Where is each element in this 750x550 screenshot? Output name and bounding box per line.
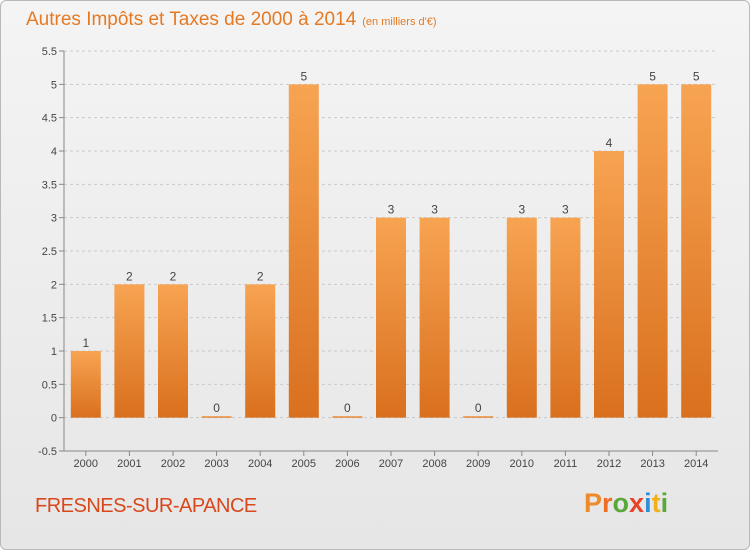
x-tick-label: 2004 [248, 458, 272, 470]
chart-title: Autres Impôts et Taxes de 2000 à 2014 (en… [26, 9, 437, 31]
data-label-2011: 3 [562, 203, 569, 217]
data-label-2002: 2 [170, 269, 177, 283]
x-tick-label: 2013 [640, 458, 664, 470]
logo-letter: t [651, 488, 661, 518]
bar-2012 [594, 151, 624, 418]
y-tick-label: 5 [51, 79, 57, 91]
data-label-2010: 3 [518, 203, 525, 217]
y-tick-label: 2 [51, 279, 57, 291]
bar-2013 [637, 84, 668, 418]
chart-title-text: Autres Impôts et Taxes de 2000 à 2014 [26, 9, 357, 30]
x-tick-label: 2001 [117, 458, 141, 470]
y-tick-label: 5.5 [42, 46, 57, 58]
bar-2004 [245, 284, 276, 418]
bar-2006 [332, 416, 363, 418]
logo-letter: r [602, 488, 613, 518]
data-label-2012: 4 [606, 136, 613, 150]
x-tick-label: 2000 [74, 458, 98, 470]
x-tick-label: 2007 [379, 458, 403, 470]
logo-letter: i [644, 488, 652, 518]
logo-letter: P [584, 488, 603, 518]
x-tick-label: 2008 [422, 458, 446, 470]
x-tick-label: 2011 [554, 458, 578, 470]
y-tick-label: 3 [51, 213, 57, 225]
bar-2005 [288, 84, 319, 418]
data-label-2000: 1 [82, 336, 89, 350]
bar-2002 [158, 284, 188, 418]
data-label-2007: 3 [388, 203, 395, 217]
data-label-2009: 0 [475, 401, 482, 415]
bar-2001 [114, 284, 145, 418]
bar-2000 [70, 351, 101, 418]
y-tick-label: 0 [51, 413, 57, 425]
y-tick-label: -0.5 [38, 446, 57, 458]
proxiti-logo[interactable]: Proxiti [584, 488, 668, 519]
data-label-2003: 0 [213, 401, 220, 415]
bar-2007 [376, 217, 406, 418]
x-tick-label: 2014 [684, 458, 708, 470]
bar-2003 [201, 416, 232, 418]
logo-letter: x [629, 488, 645, 518]
y-tick-label: 0.5 [42, 379, 57, 391]
x-tick-label: 2005 [292, 458, 316, 470]
logo-letter: o [612, 488, 630, 518]
x-tick-label: 2010 [510, 458, 534, 470]
data-label-2006: 0 [344, 401, 351, 415]
data-label-2005: 5 [300, 69, 307, 83]
x-tick-label: 2006 [335, 458, 359, 470]
commune-name: FRESNES-SUR-APANCE [35, 495, 257, 517]
y-tick-label: 3.5 [42, 179, 57, 191]
y-tick-label: 1 [51, 346, 57, 358]
x-tick-label: 2009 [466, 458, 490, 470]
y-tick-label: 2.5 [42, 246, 57, 258]
bar-2010 [506, 217, 537, 418]
data-label-2008: 3 [431, 203, 438, 217]
bar-2008 [419, 217, 450, 418]
x-tick-label: 2002 [161, 458, 185, 470]
logo-letter: i [660, 488, 669, 518]
data-label-2001: 2 [126, 269, 133, 283]
chart-subtitle: (en milliers d'€) [362, 16, 437, 28]
data-label-2014: 5 [693, 69, 700, 83]
x-tick-label: 2012 [597, 458, 621, 470]
bar-2014 [681, 84, 712, 418]
y-tick-label: 4.5 [42, 113, 57, 125]
y-tick-label: 4 [51, 146, 57, 158]
data-label-2013: 5 [649, 69, 656, 83]
data-label-2004: 2 [257, 269, 264, 283]
bar-2009 [463, 416, 494, 418]
x-tick-label: 2003 [204, 458, 228, 470]
y-tick-label: 1.5 [42, 313, 57, 325]
bar-2011 [550, 217, 581, 418]
